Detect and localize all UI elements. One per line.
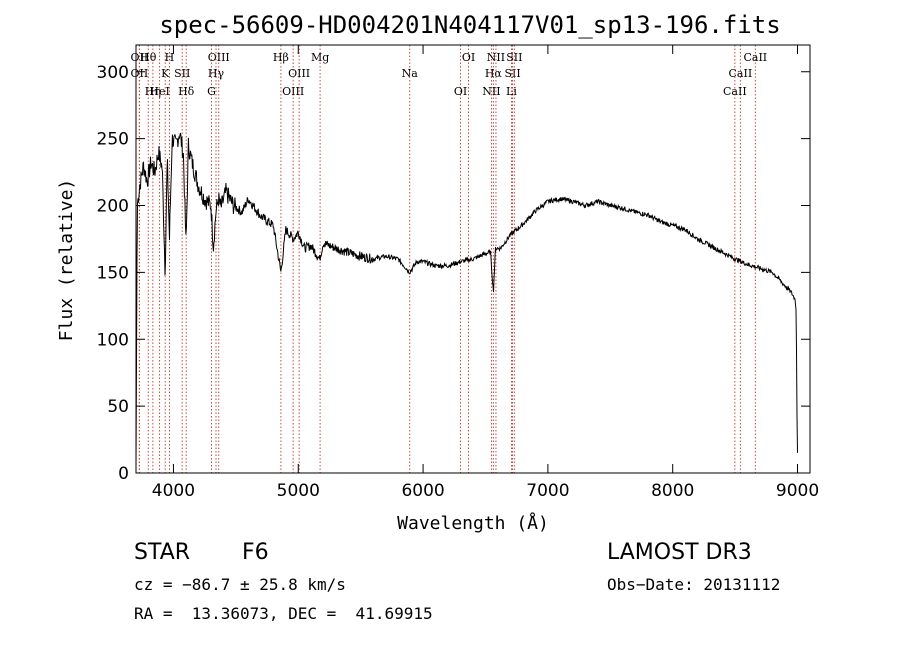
y-tick-label: 0 (118, 464, 129, 484)
line-marker-label: HeI (149, 85, 169, 98)
subclass-label: F6 (242, 540, 269, 565)
line-marker-label: OI (462, 51, 475, 64)
line-marker-label: OI (454, 85, 467, 98)
redshift-text: cz = −86.7 ± 25.8 km/s (134, 575, 346, 594)
line-marker-label: SII (504, 67, 520, 80)
line-marker-label: K (161, 67, 170, 80)
line-marker-label: Hβ (273, 51, 289, 64)
spectrum-line (135, 132, 798, 467)
axes: 4000 5000 6000 7000 8000 9000 0 50 100 150 200 250 3… (97, 45, 819, 501)
line-marker-label: CaII (723, 85, 747, 98)
x-tick-label: 8000 (651, 481, 694, 501)
x-tick-label: 6000 (401, 481, 444, 501)
line-marker-label: Hθ (140, 51, 157, 64)
line-marker-label: NII (487, 51, 505, 64)
line-marker-label: Na (402, 67, 419, 80)
survey-label: LAMOST DR3 (607, 540, 752, 565)
x-tick-label: 5000 (277, 481, 320, 501)
class-label: STAR (134, 540, 191, 565)
line-marker-label: Hα (485, 67, 503, 80)
line-marker-label: SII (506, 51, 522, 64)
coords-text: RA = 13.36073, DEC = 41.69915 (134, 604, 433, 623)
line-markers: HθOIIHηOIIKHeIHSIIHδOIIIHγGHβOIIIOIIIMgN… (131, 45, 767, 473)
y-tick-label: 50 (107, 397, 129, 417)
y-tick-label: 100 (97, 330, 129, 350)
line-marker-label: H (165, 51, 175, 64)
line-marker-label: CaII (743, 51, 767, 64)
x-tick-label: 7000 (526, 481, 569, 501)
line-marker-label: G (207, 85, 216, 98)
line-marker-label: Hδ (178, 85, 195, 98)
y-tick-label: 150 (97, 263, 129, 283)
y-tick-label: 300 (97, 63, 129, 83)
chart-title: spec-56609-HD004201N404117V01_sp13-196.f… (159, 11, 780, 39)
line-marker-label: NII (482, 85, 500, 98)
x-tick-label: 9000 (776, 481, 819, 501)
line-marker-label: OIII (282, 85, 304, 98)
line-marker-label: OIII (208, 51, 230, 64)
line-marker-label: Li (506, 85, 517, 98)
line-marker-label: OII (131, 51, 149, 64)
spectrum-series (135, 132, 798, 467)
line-marker-label: Hη (145, 85, 161, 98)
line-marker-label: Mg (311, 51, 329, 64)
plot-frame (135, 44, 811, 474)
y-axis-label: Flux (relative) (56, 179, 77, 342)
y-tick-label: 250 (97, 130, 129, 150)
obs-date-text: Obs−Date: 20131112 (607, 575, 781, 594)
line-marker-label: OIII (288, 67, 310, 80)
x-tick-label: 4000 (152, 481, 195, 501)
x-axis-label: Wavelength (Å) (397, 512, 549, 534)
line-marker-label: CaII (729, 67, 753, 80)
line-marker-label: SII (174, 67, 190, 80)
y-tick-label: 200 (97, 197, 129, 217)
line-marker-label: Hγ (208, 67, 225, 80)
